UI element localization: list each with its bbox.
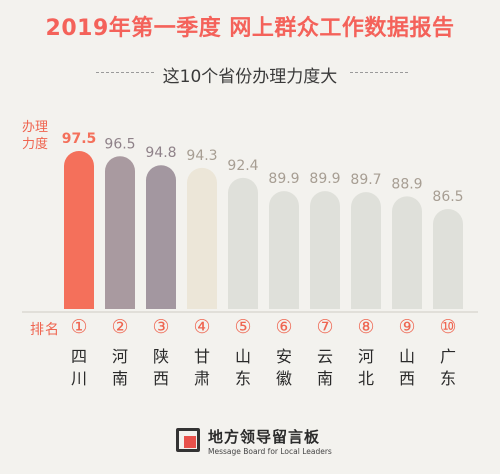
bar-4 [187, 167, 217, 309]
category-label-3-2: 西 [153, 369, 169, 388]
value-label-1: 97.5 [62, 131, 97, 147]
rank-marker-9: ⑨ [398, 316, 415, 338]
value-label-3: 94.8 [145, 145, 176, 161]
rank-axis-label: 排名 [30, 322, 60, 338]
logo-tagline: Message Board for Local Leaders [208, 447, 332, 456]
value-label-4: 94.3 [186, 148, 217, 164]
value-label-5: 92.4 [227, 158, 258, 174]
category-label-10-2: 东 [440, 369, 456, 388]
category-label-10-1: 广 [440, 347, 456, 366]
bar-2 [105, 156, 135, 309]
rank-marker-8: ⑧ [357, 316, 374, 338]
bar-5 [228, 177, 258, 309]
bar-10 [433, 209, 463, 309]
subtitle-divider-right [350, 72, 408, 73]
category-label-2-1: 河 [112, 347, 128, 366]
rank-marker-7: ⑦ [316, 316, 333, 338]
category-label-6-2: 徽 [276, 369, 292, 388]
rank-marker-6: ⑥ [275, 316, 292, 338]
rank-marker-1: ① [70, 316, 87, 338]
subtitle-divider-left [96, 72, 154, 73]
category-label-4-1: 甘 [194, 347, 210, 366]
rank-marker-2: ② [111, 316, 128, 338]
category-label-5-1: 山 [235, 347, 251, 366]
bar-7 [310, 191, 340, 309]
bar-3 [146, 165, 176, 309]
category-label-8-1: 河 [358, 347, 374, 366]
rank-marker-5: ⑤ [234, 316, 251, 338]
category-label-1-2: 川 [71, 369, 87, 388]
rank-marker-10: ⑩ [439, 316, 456, 338]
value-label-7: 89.9 [309, 171, 340, 187]
category-label-2-2: 南 [112, 369, 128, 388]
category-label-9-2: 西 [399, 369, 415, 388]
rank-marker-4: ④ [193, 316, 210, 338]
category-label-7-2: 南 [317, 369, 333, 388]
y-axis-label: 办理力度 [22, 120, 49, 152]
value-label-6: 89.9 [268, 171, 299, 187]
category-label-6-1: 安 [276, 347, 292, 366]
bar-9 [392, 196, 422, 309]
page-title: 2019年第一季度 网上群众工作数据报告 [45, 16, 455, 41]
bar-8 [351, 192, 381, 309]
logo-icon [176, 428, 200, 452]
logo-name: 地方领导留言板 [208, 428, 321, 446]
bar-6 [269, 191, 299, 309]
value-label-2: 96.5 [104, 136, 135, 152]
value-label-9: 88.9 [391, 176, 422, 192]
category-label-7-1: 云 [317, 347, 333, 366]
category-label-3-1: 陕 [153, 347, 169, 366]
rank-marker-3: ③ [152, 316, 169, 338]
category-label-1-1: 四 [71, 347, 87, 366]
category-label-9-1: 山 [399, 347, 415, 366]
value-label-10: 86.5 [432, 189, 463, 205]
bar-1 [64, 151, 94, 309]
category-label-5-2: 东 [235, 369, 251, 388]
category-label-4-2: 肃 [194, 369, 210, 388]
category-label-8-2: 北 [358, 369, 374, 388]
value-label-8: 89.7 [350, 172, 381, 188]
chart-subtitle: 这10个省份办理力度大 [162, 67, 338, 87]
brand-logo: 地方领导留言板 Message Board for Local Leaders [176, 424, 346, 464]
